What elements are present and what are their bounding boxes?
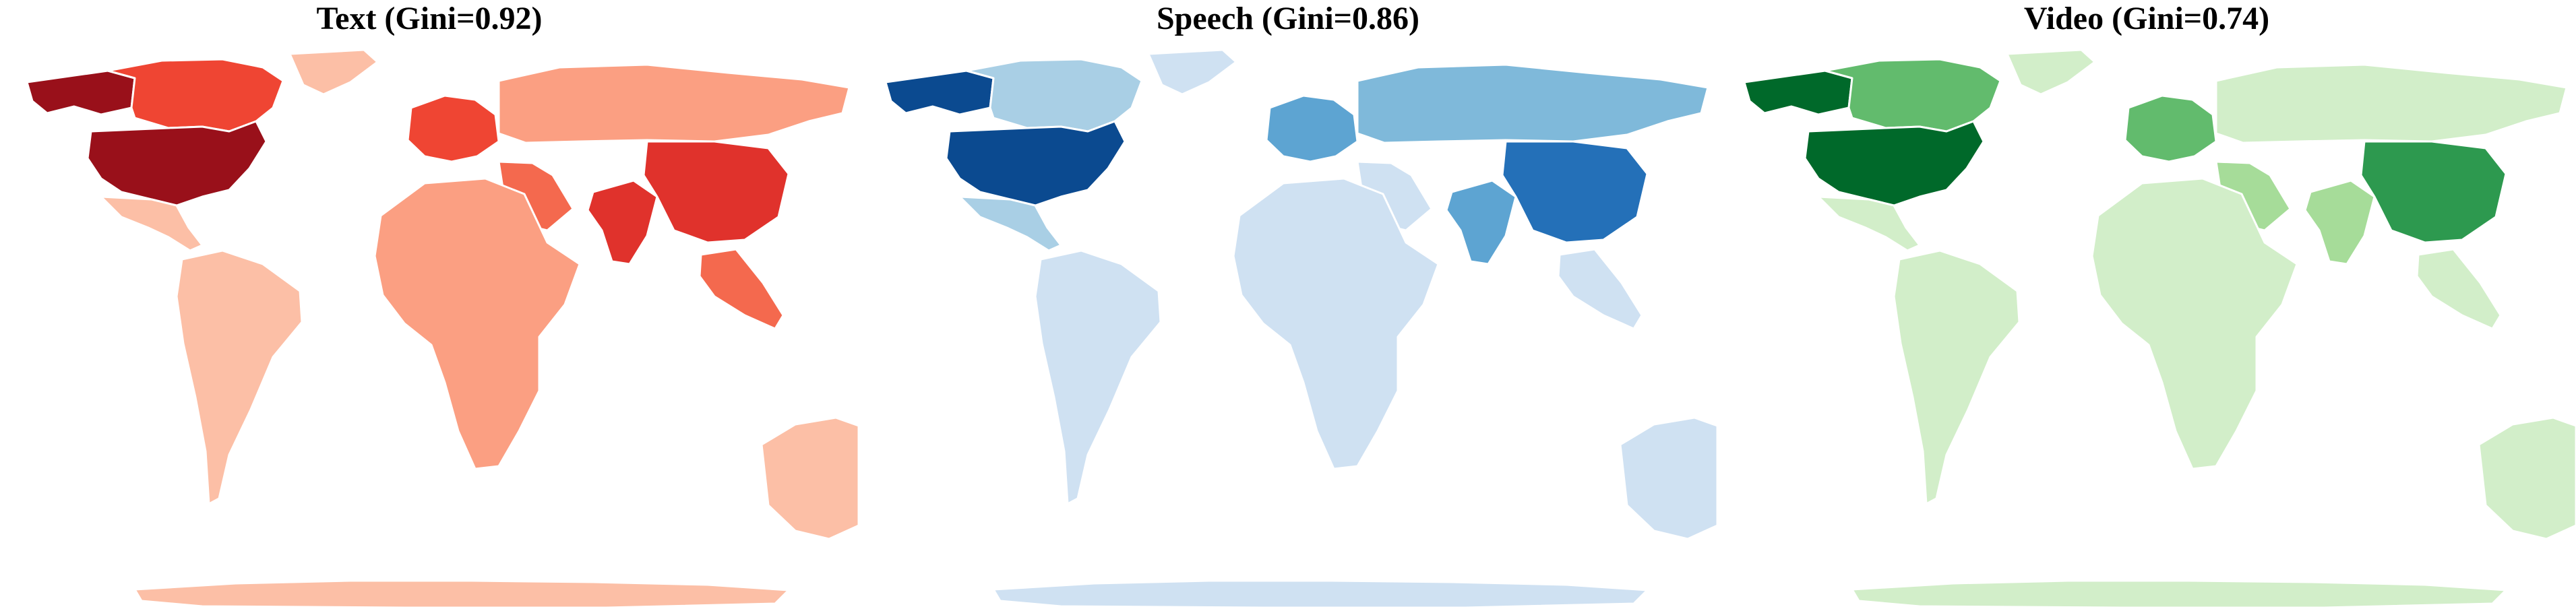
map-panel-text: Text (Gini=0.92)	[0, 0, 859, 609]
south-america-region	[175, 249, 303, 505]
mexico-region	[100, 195, 204, 252]
greenland-region	[2006, 49, 2096, 96]
antarctica-region	[133, 579, 790, 609]
southeast-asia-region	[2416, 248, 2502, 330]
russia-region	[1356, 63, 1709, 144]
usa-region	[945, 120, 1126, 207]
south-america-region	[1893, 249, 2021, 505]
map-title: Video (Gini=0.74)	[2023, 1, 2270, 36]
south-america-region	[1034, 249, 1162, 505]
china-region	[642, 140, 790, 244]
greenland-region	[288, 49, 379, 96]
antarctica-region	[1851, 579, 2507, 609]
southeast-asia-region	[698, 248, 785, 330]
alaska-region	[26, 69, 136, 116]
map-title: Text (Gini=0.92)	[316, 1, 543, 36]
usa-region	[1804, 120, 1985, 207]
africa-region	[1232, 177, 1440, 470]
russia-region	[2215, 63, 2568, 144]
africa-region	[2091, 177, 2298, 470]
antarctica-region	[992, 579, 1649, 609]
mexico-region	[1817, 195, 1921, 252]
australia-region	[1619, 416, 1717, 540]
mexico-region	[958, 195, 1062, 252]
india-region	[1445, 179, 1517, 265]
usa-region	[86, 120, 268, 207]
russia-region	[497, 63, 851, 144]
china-region	[1501, 140, 1649, 244]
australia-region	[2478, 416, 2576, 540]
greenland-region	[1147, 49, 1237, 96]
world-map	[26, 49, 859, 609]
map-title: Speech (Gini=0.86)	[1156, 1, 1420, 36]
europe-region	[406, 94, 500, 163]
india-region	[586, 179, 658, 265]
world-map	[884, 49, 1717, 609]
europe-region	[2124, 94, 2217, 163]
china-region	[2360, 140, 2507, 244]
alaska-region	[1743, 69, 1853, 116]
europe-region	[1265, 94, 1359, 163]
australia-region	[760, 416, 859, 540]
southeast-asia-region	[1557, 248, 1643, 330]
india-region	[2304, 179, 2376, 265]
world-map	[1743, 49, 2576, 609]
map-panel-speech: Speech (Gini=0.86)	[859, 0, 1717, 609]
alaska-region	[884, 69, 995, 116]
map-panel-video: Video (Gini=0.74)	[1717, 0, 2576, 609]
africa-region	[373, 177, 581, 470]
